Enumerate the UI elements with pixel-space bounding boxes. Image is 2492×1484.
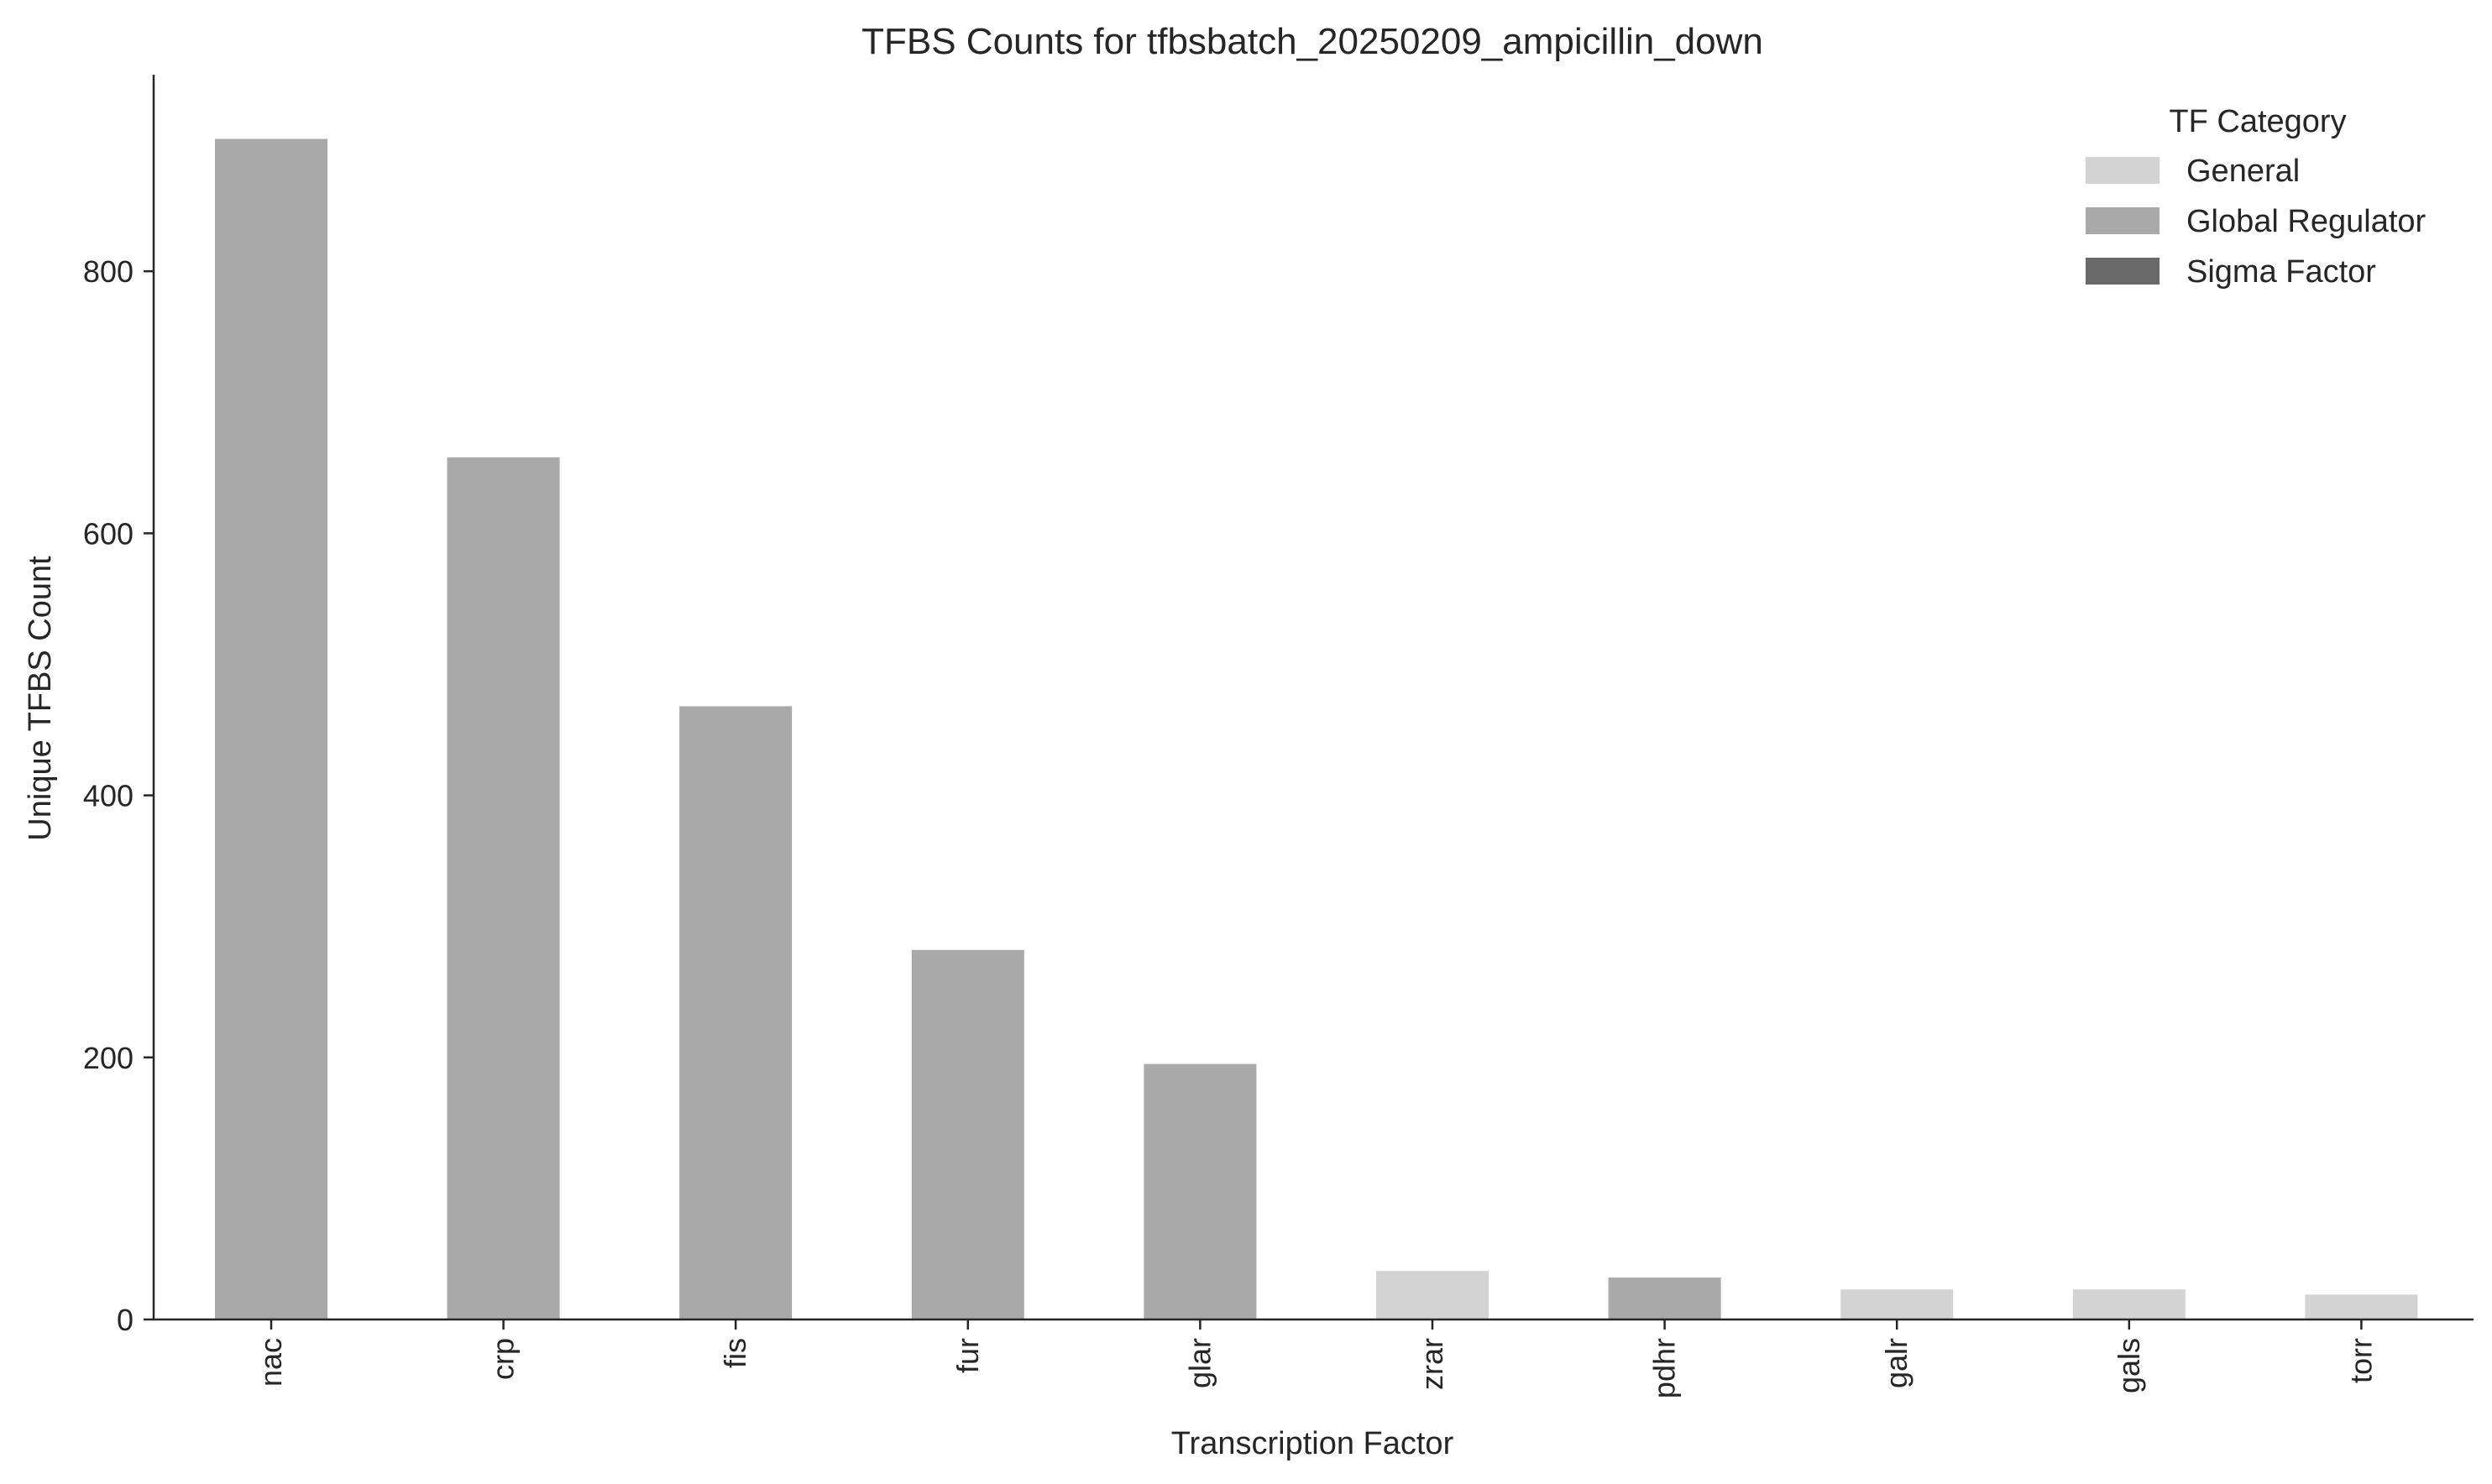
x-tick-label: glar — [1182, 1338, 1217, 1388]
bars-group — [215, 138, 2418, 1319]
legend-swatch — [2086, 258, 2160, 285]
x-tick-label: fur — [950, 1338, 985, 1373]
bar-fis — [679, 706, 793, 1319]
y-tick-label: 800 — [83, 254, 134, 289]
y-axis-ticks: 0 200 400 600 800 — [83, 254, 154, 1337]
bar-crp — [447, 457, 560, 1319]
x-tick-label: galr — [1879, 1338, 1914, 1388]
x-tick-label: fis — [718, 1338, 752, 1368]
bar-galr — [1840, 1289, 1954, 1319]
legend-entries: General Global Regulator Sigma Factor — [2086, 154, 2427, 290]
bar-fur — [911, 949, 1024, 1319]
x-axis-label: Transcription Factor — [1171, 1426, 1454, 1461]
bar-torr — [2305, 1294, 2418, 1319]
bar-nac — [215, 138, 327, 1319]
x-tick-label: nac — [254, 1338, 288, 1387]
x-tick-label: gals — [2112, 1338, 2146, 1393]
x-tick-label: crp — [486, 1338, 521, 1380]
bar-zrar — [1376, 1271, 1489, 1319]
legend-swatch — [2086, 157, 2160, 184]
x-tick-label: zrar — [1415, 1338, 1449, 1390]
chart-title: TFBS Counts for tfbsbatch_20250209_ampic… — [861, 21, 1763, 62]
x-tick-label: torr — [2343, 1338, 2378, 1383]
y-tick-label: 600 — [83, 516, 134, 551]
x-tick-label: pdhr — [1647, 1338, 1682, 1398]
bar-gals — [2072, 1289, 2186, 1319]
legend-label: Sigma Factor — [2186, 254, 2376, 290]
legend-swatch — [2086, 207, 2160, 234]
y-tick-label: 0 — [117, 1303, 134, 1337]
x-axis-ticks: nac crp fis fur glar zrar pdhr galr gals torr — [254, 1319, 2378, 1398]
bar-pdhr — [1608, 1278, 1721, 1319]
legend-title: TF Category — [2169, 104, 2346, 139]
legend-label: Global Regulator — [2186, 204, 2427, 239]
legend-label: General — [2186, 154, 2300, 189]
bar-glar — [1144, 1063, 1257, 1319]
y-tick-label: 400 — [83, 779, 134, 813]
legend: TF Category General Global Regulator Sigma… — [2086, 104, 2427, 290]
y-axis-label: Unique TFBS Count — [23, 556, 58, 841]
y-tick-label: 200 — [83, 1041, 134, 1075]
